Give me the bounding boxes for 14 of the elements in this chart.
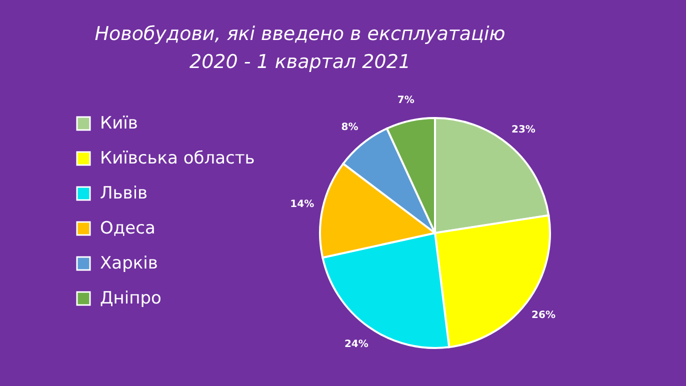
data-label: 8% [341,122,358,134]
legend-label: Дніпро [100,288,162,308]
data-label: 14% [290,198,314,210]
legend-label: Київська область [100,148,255,168]
data-label: 26% [532,310,556,321]
legend-label: Харків [100,254,158,274]
text: Новобудови, які введено в експлуатацію [94,23,506,45]
data-label: 24% [344,339,368,350]
text: 2020 - 1 квартал 2021 [189,51,411,73]
data-label: 7% [397,95,414,106]
legend-label: Львів [100,184,148,204]
legend-label: Київ [100,114,138,134]
data-label: 23% [512,124,536,136]
legend-label: Одеса [100,218,156,238]
